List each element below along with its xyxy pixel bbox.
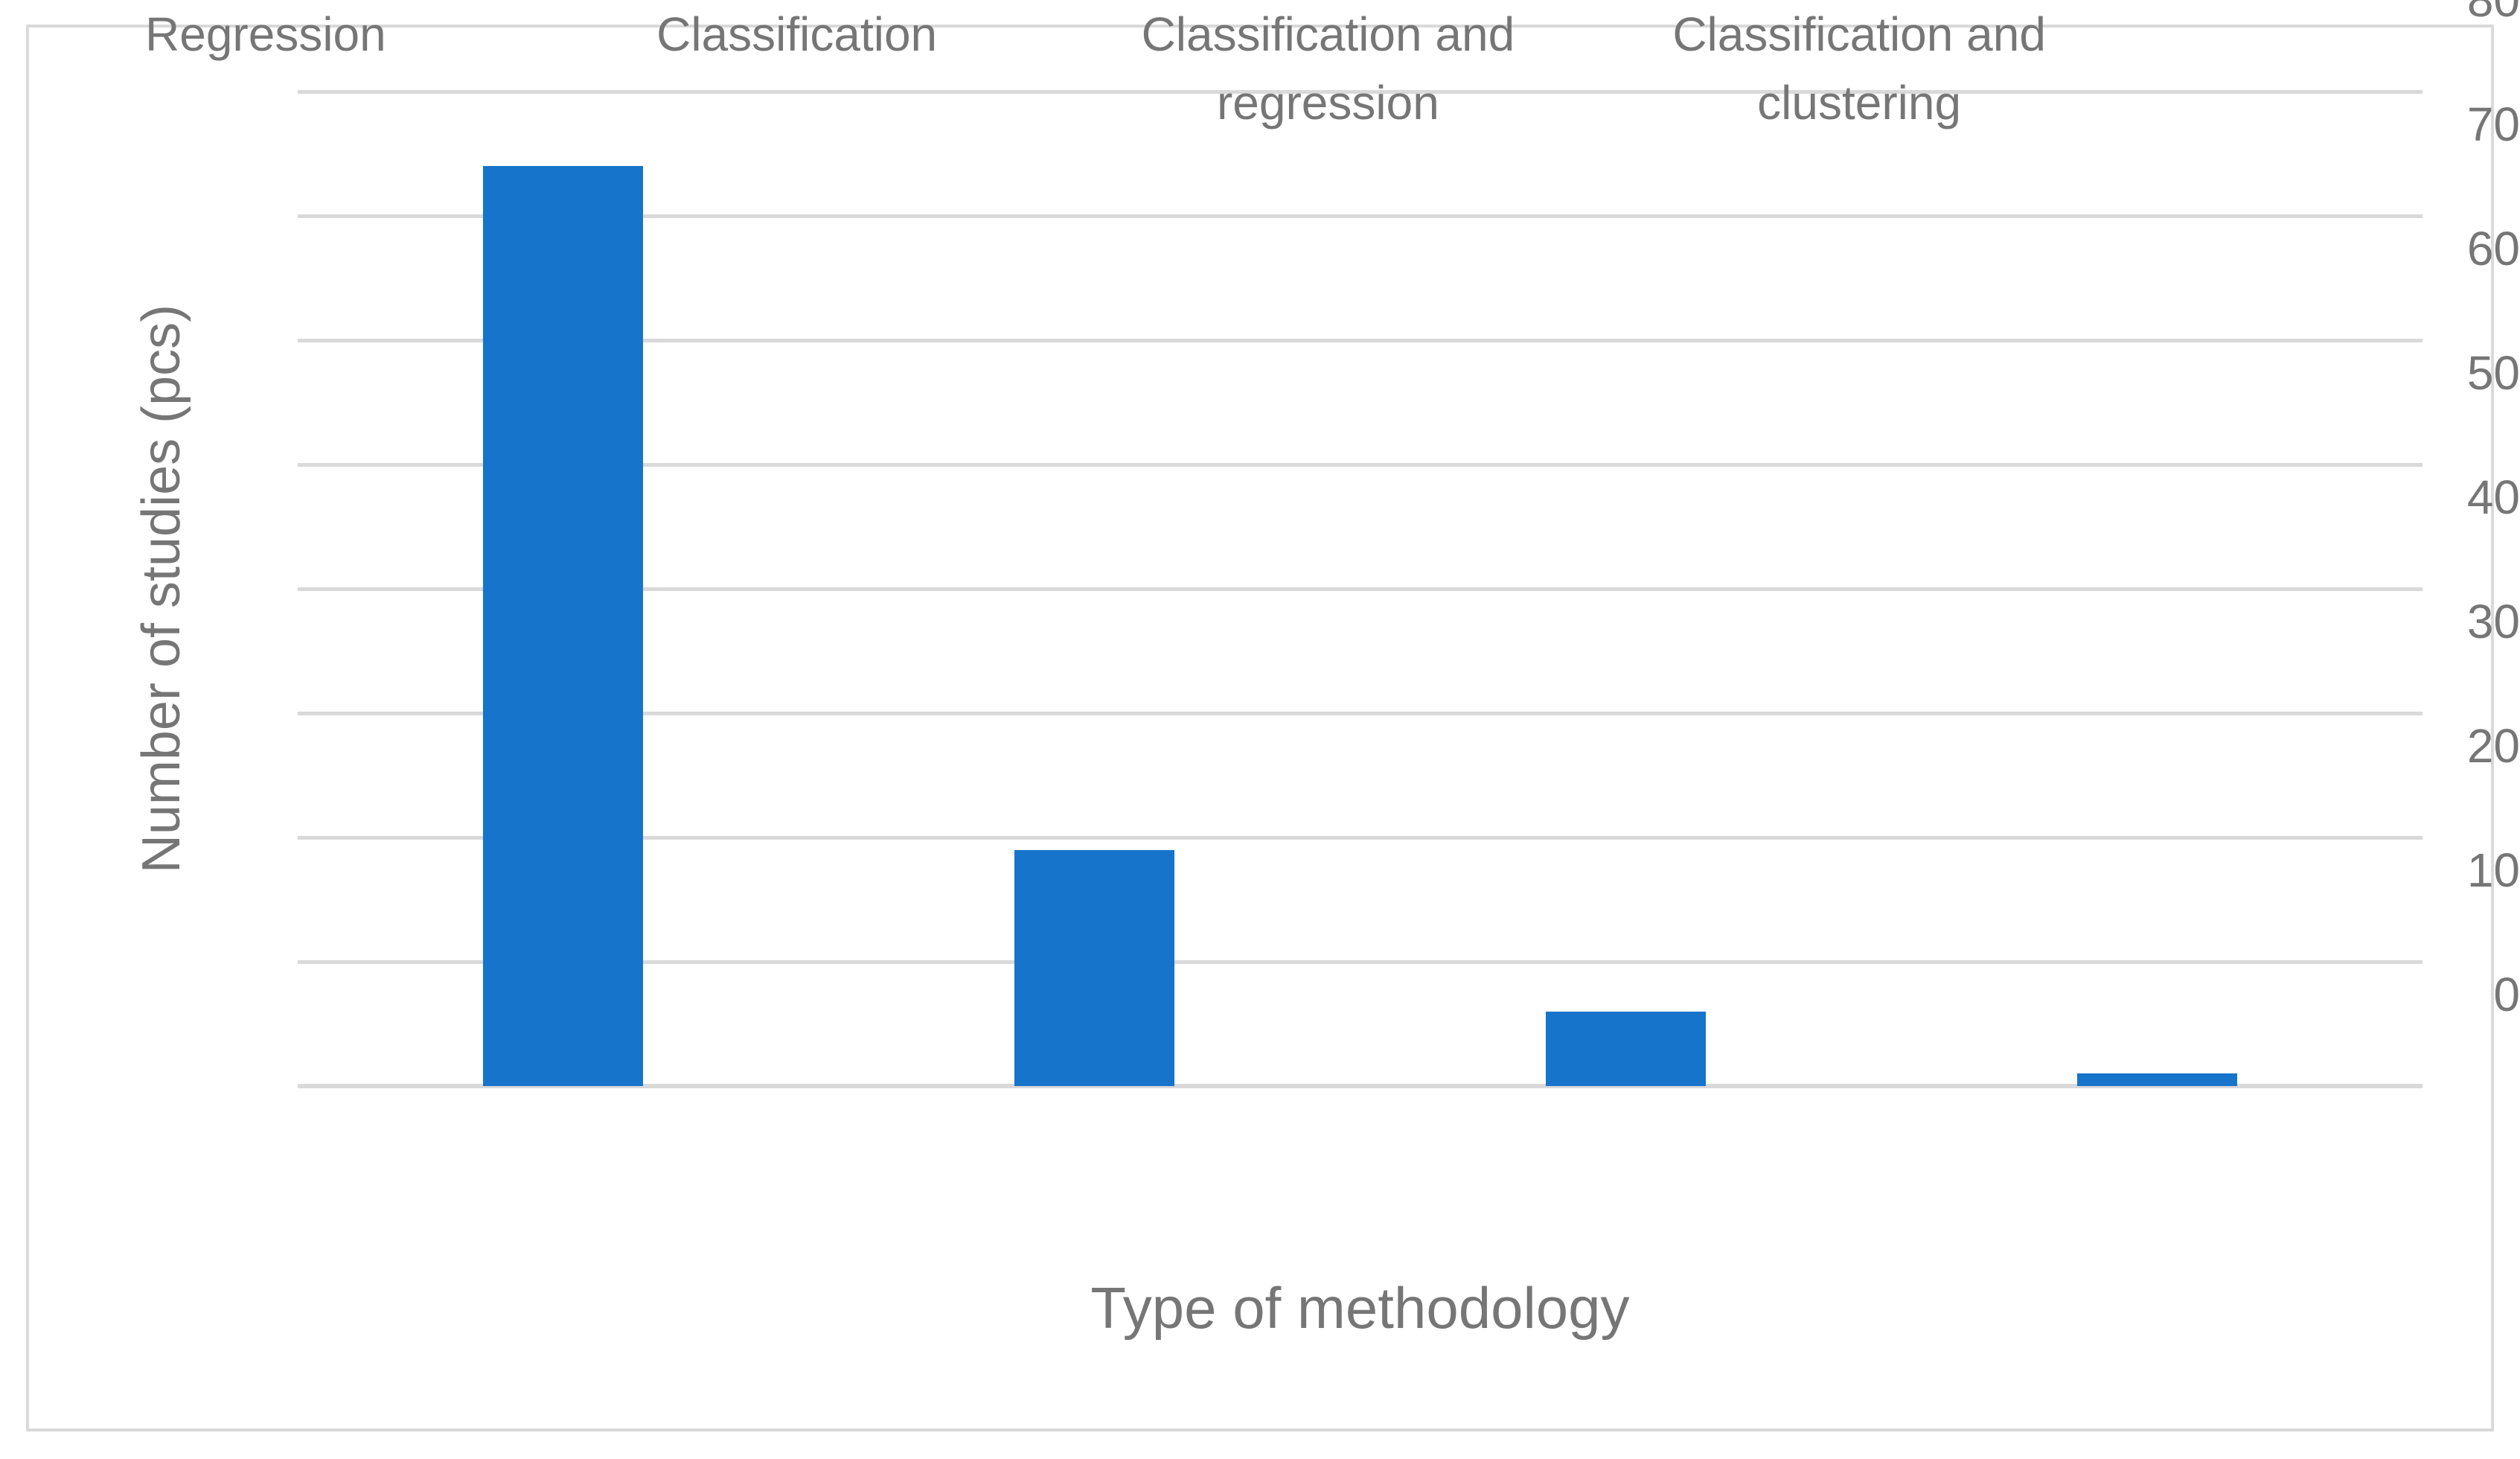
y-tick-label: 0 (2493, 968, 2520, 1021)
plot-area (298, 89, 2423, 1088)
gridline (298, 711, 2423, 715)
category-label: Classification and regression (1063, 0, 1594, 137)
y-tick-label: 40 (2466, 470, 2520, 524)
y-tick-label: 60 (2466, 222, 2520, 275)
y-axis-title: Number of studies (pcs) (132, 304, 191, 874)
category-label: Regression (0, 0, 531, 68)
gridline (298, 462, 2423, 467)
gridline (298, 960, 2423, 964)
category-label: Classification and clustering (1593, 0, 2125, 137)
x-axis-category-labels: Regression Classification Classification a… (0, 7, 2125, 1158)
category-label: Classification (531, 0, 1063, 68)
figure-border (26, 25, 2494, 1431)
category-label-text: Regression (145, 7, 386, 61)
category-label-text: Classification and clustering (1672, 7, 2046, 130)
y-tick-label: 80 (2466, 0, 2520, 27)
gridline (298, 214, 2423, 218)
x-axis-title: Type of methodology (1090, 1275, 1630, 1341)
y-tick-label: 70 (2466, 98, 2520, 151)
gridline (298, 587, 2423, 591)
bar (483, 166, 644, 1086)
bar (1545, 1011, 1706, 1086)
bar (2076, 1073, 2237, 1086)
y-tick-label: 10 (2466, 843, 2520, 897)
gridline (298, 89, 2423, 94)
y-tick-label: 30 (2466, 595, 2520, 648)
bar (1014, 849, 1175, 1086)
category-label-text: Classification (656, 7, 938, 61)
y-tick-label: 50 (2466, 346, 2520, 400)
y-axis-tick-labels: 0 10 20 30 40 50 60 70 80 (0, 0, 2520, 1021)
gridline (298, 1084, 2423, 1088)
gridline (298, 835, 2423, 840)
category-label-text: Classification and regression (1141, 7, 1515, 130)
y-tick-label: 20 (2466, 719, 2520, 773)
gridline (298, 338, 2423, 342)
